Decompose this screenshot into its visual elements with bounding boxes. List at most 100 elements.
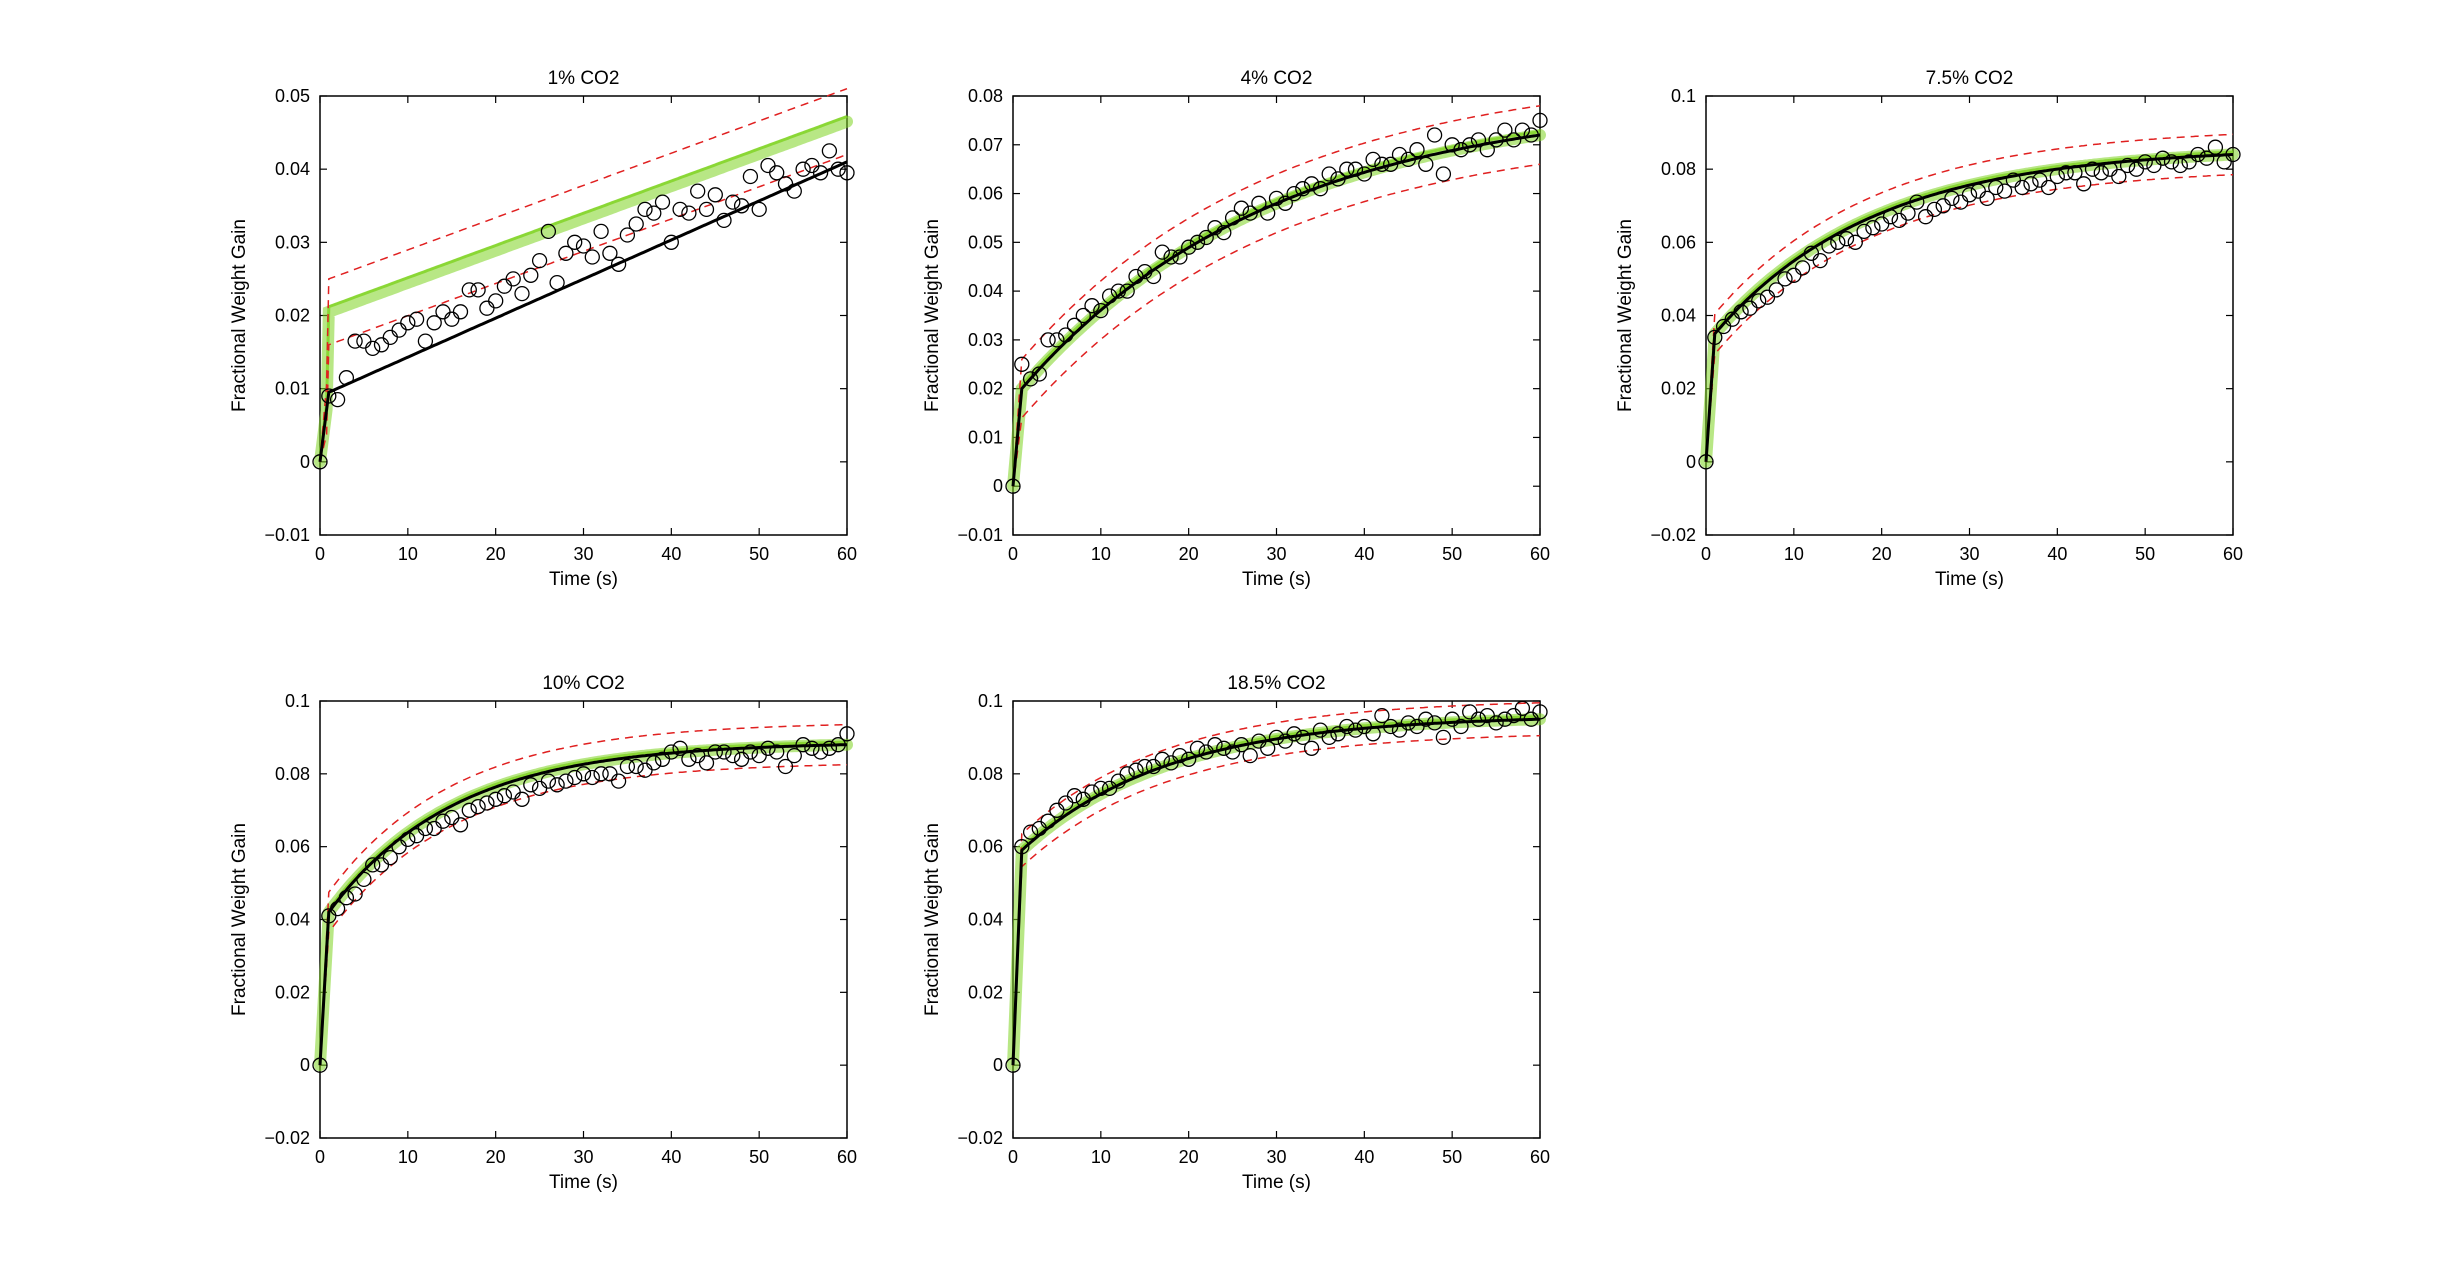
data-point: [1277, 195, 1293, 211]
data-point: [1838, 231, 1855, 247]
data-point: [812, 744, 829, 760]
data-point: [1242, 205, 1258, 221]
y-tick-label: 0.08: [275, 764, 310, 784]
y-tick-label: 0.04: [275, 910, 310, 930]
data-point: [1347, 722, 1364, 738]
data-point: [1979, 190, 1995, 207]
data-point: [1865, 220, 1881, 236]
data-point: [1426, 127, 1443, 143]
data-point: [1944, 190, 1960, 207]
data-point: [1066, 788, 1083, 804]
data-point: [2093, 165, 2109, 181]
data-point: [435, 813, 451, 829]
data-point: [1453, 718, 1469, 735]
x-axis-label: Time (s): [1242, 1172, 1311, 1193]
y-tick-label: 0: [993, 1055, 1003, 1075]
data-point: [514, 285, 530, 302]
data-point: [1453, 142, 1469, 158]
x-tick-label: 0: [1701, 544, 1711, 564]
chart-title: 18.5% CO2: [1227, 673, 1325, 694]
chart-title: 7.5% CO2: [1926, 68, 2014, 89]
data-point: [488, 293, 504, 309]
data-point: [1812, 252, 1828, 269]
x-tick-label: 20: [1179, 544, 1199, 564]
x-tick-label: 30: [1266, 544, 1286, 564]
y-tick-label: 0.04: [1661, 306, 1696, 326]
data-point: [1909, 194, 1925, 210]
chart-panel: 0 10 20 30 40 50 60−0.0100.010.020.030.040.050…: [922, 68, 1550, 590]
data-point: [716, 744, 732, 760]
y-tick-label: 0.08: [1661, 159, 1696, 179]
data-point: [1286, 185, 1302, 202]
data-point: [1751, 293, 1767, 309]
data-point: [470, 282, 486, 298]
data-point: [1207, 220, 1223, 236]
data-point: [707, 187, 723, 203]
data-point: [1058, 327, 1074, 343]
data-point: [1847, 234, 1863, 250]
y-axis-label: Fractional Weight Gain: [229, 219, 250, 412]
data-point: [1110, 283, 1127, 299]
data-point: [742, 744, 759, 760]
data-point: [1022, 371, 1039, 387]
data-point: [329, 391, 346, 408]
y-tick-label: 0.08: [968, 764, 1003, 784]
y-tick-label: 0.06: [968, 184, 1003, 204]
data-point: [2199, 150, 2215, 166]
data-point: [1163, 249, 1179, 265]
data-point: [2076, 176, 2092, 192]
data-point: [1470, 711, 1487, 727]
data-point: [540, 223, 557, 240]
data-point: [1777, 271, 1793, 287]
upper-confidence-bound: [1012, 702, 1541, 1066]
data-point: [769, 744, 785, 760]
data-point: [400, 315, 416, 331]
data-point: [1198, 229, 1214, 246]
data-point: [514, 791, 530, 807]
data-point: [1119, 283, 1135, 299]
data-point: [1005, 1057, 1021, 1073]
data-point: [593, 766, 609, 782]
data-point: [1137, 758, 1153, 775]
data-point: [338, 890, 355, 906]
data-point: [1128, 762, 1144, 778]
data-point: [1347, 161, 1364, 177]
y-tick-label: 0.02: [968, 982, 1003, 1002]
data-point: [742, 168, 759, 185]
data-point: [663, 234, 679, 250]
data-point: [2058, 165, 2074, 181]
data-point: [1768, 282, 1784, 298]
x-tick-label: 20: [486, 544, 506, 564]
data-point: [1224, 210, 1241, 226]
data-point: [549, 274, 565, 291]
data-point: [637, 201, 653, 218]
x-tick-label: 30: [573, 1147, 593, 1167]
data-point: [1312, 181, 1329, 197]
data-point: [1181, 751, 1197, 767]
bootstrap-line: [318, 115, 848, 457]
y-tick-label: 0.02: [275, 982, 310, 1002]
data-point: [1268, 190, 1285, 207]
data-point: [1119, 766, 1135, 782]
data-point: [496, 788, 513, 804]
data-point: [347, 333, 363, 349]
data-point: [1497, 711, 1513, 727]
data-point: [2111, 168, 2127, 185]
data-point: [821, 143, 838, 159]
x-tick-label: 40: [1354, 1147, 1374, 1167]
data-point: [681, 751, 697, 767]
data-point: [1101, 288, 1118, 304]
y-tick-label: 0: [1686, 452, 1696, 472]
y-tick-label: 0: [993, 476, 1003, 496]
chart-panel: 0 10 20 30 40 50 60−0.0200.020.040.060.080.110…: [229, 673, 857, 1193]
data-point: [1514, 700, 1531, 716]
data-point: [593, 223, 609, 240]
data-point: [382, 849, 398, 866]
data-point: [1172, 747, 1188, 764]
data-point: [1005, 478, 1021, 494]
data-point: [1900, 205, 1916, 221]
data-point: [1093, 302, 1109, 319]
data-point: [1988, 179, 2004, 196]
